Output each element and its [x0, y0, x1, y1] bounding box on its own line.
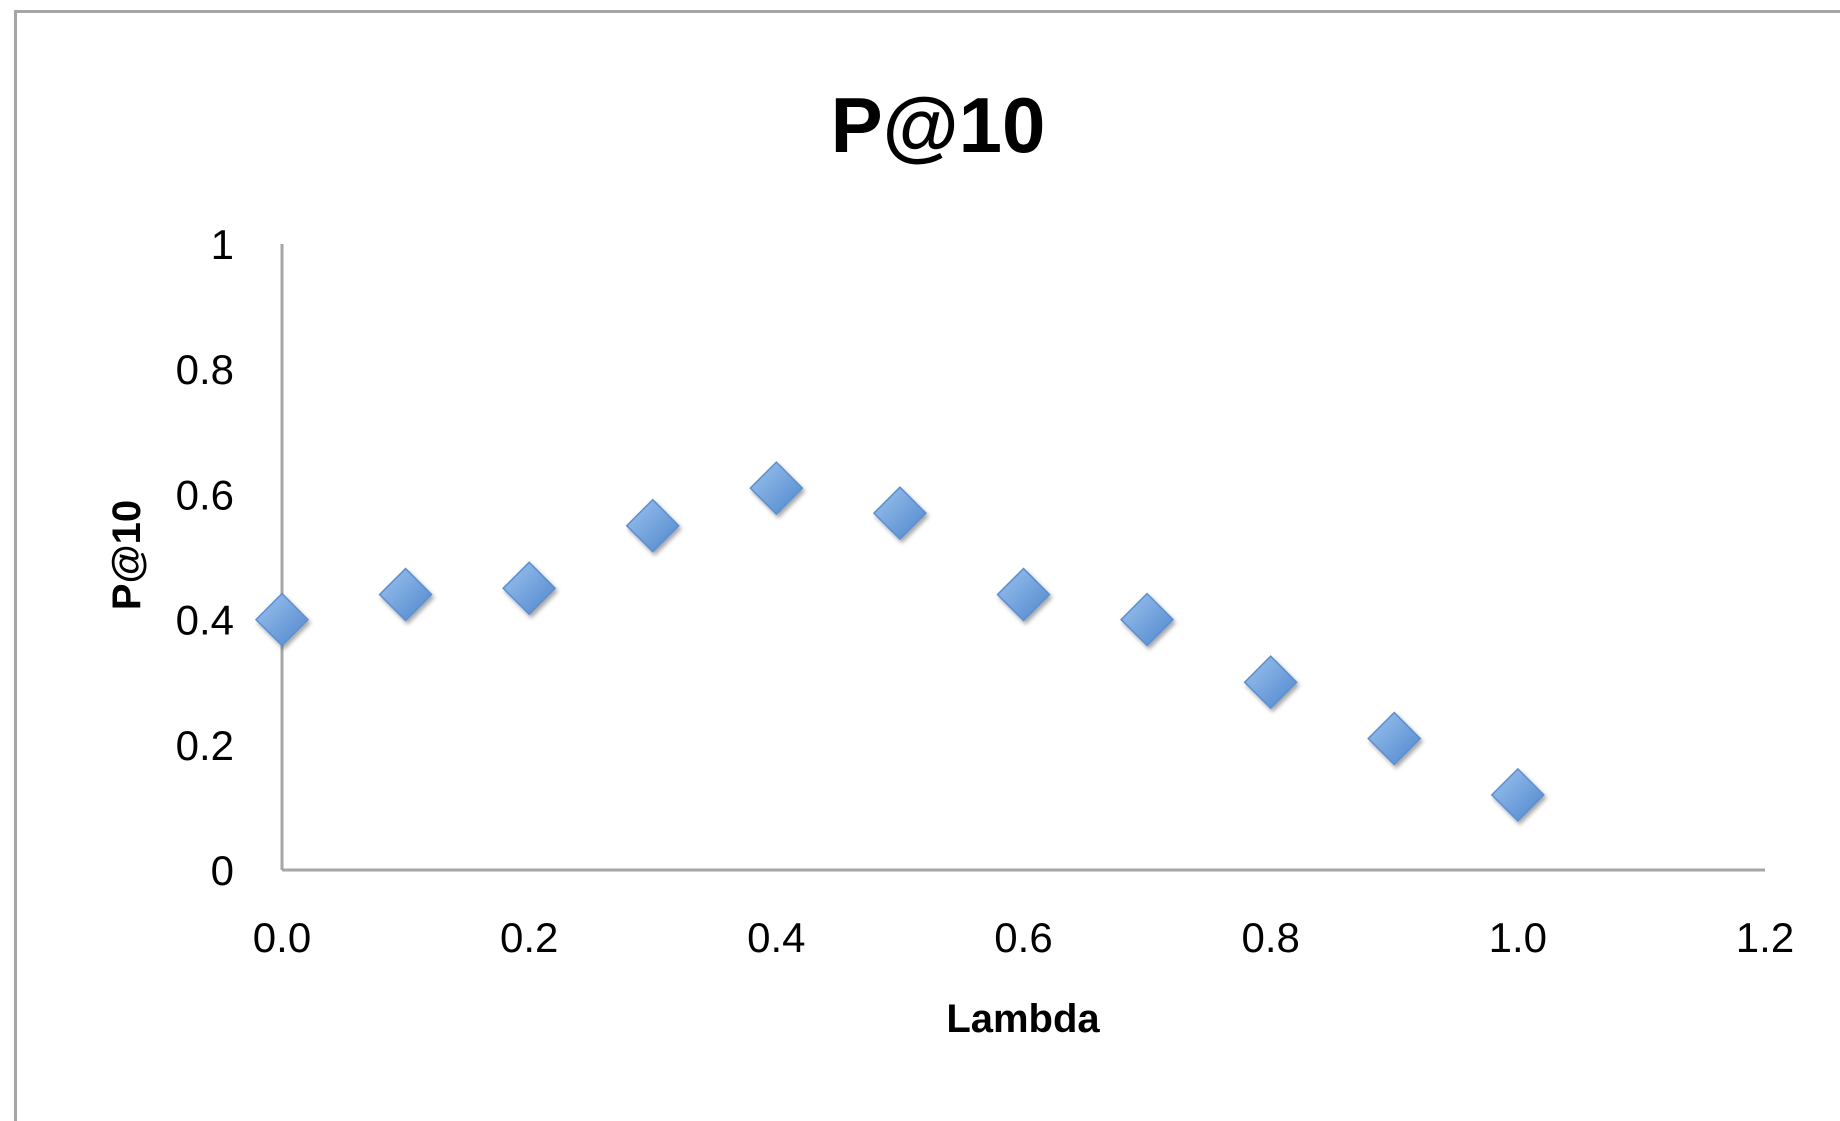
y-axis-label: P@10	[105, 500, 149, 610]
y-tick-label: 0.4	[176, 597, 234, 644]
x-axis-label: Lambda	[946, 997, 1100, 1041]
x-tick-label: 0.4	[747, 914, 805, 961]
y-tick-label: 0.2	[176, 722, 234, 769]
y-tick-labels: 0 0.2 0.4 0.6 0.8 1	[176, 221, 234, 894]
x-tick-label: 0.6	[994, 914, 1052, 961]
data-point	[627, 500, 679, 552]
x-tick-label: 1.2	[1736, 914, 1794, 961]
chart-title: P@10	[831, 81, 1046, 169]
data-point	[256, 594, 308, 646]
data-point	[1492, 769, 1544, 821]
y-tick-label: 0	[211, 847, 234, 894]
data-point	[380, 569, 432, 621]
data-point	[874, 487, 926, 539]
data-point	[1368, 713, 1420, 765]
y-tick-label: 0.6	[176, 471, 234, 518]
y-tick-label: 1	[211, 221, 234, 268]
data-points	[256, 462, 1544, 821]
x-tick-label: 0.2	[500, 914, 558, 961]
y-tick-label: 0.8	[176, 346, 234, 393]
data-point	[1245, 656, 1297, 708]
x-tick-label: 1.0	[1489, 914, 1547, 961]
data-point	[503, 562, 555, 614]
x-tick-label: 0.0	[253, 914, 311, 961]
data-point	[1121, 594, 1173, 646]
data-point	[750, 462, 802, 514]
x-tick-labels: 0.0 0.2 0.4 0.6 0.8 1.0 1.2	[253, 914, 1794, 961]
x-tick-label: 0.8	[1241, 914, 1299, 961]
data-point	[998, 569, 1050, 621]
